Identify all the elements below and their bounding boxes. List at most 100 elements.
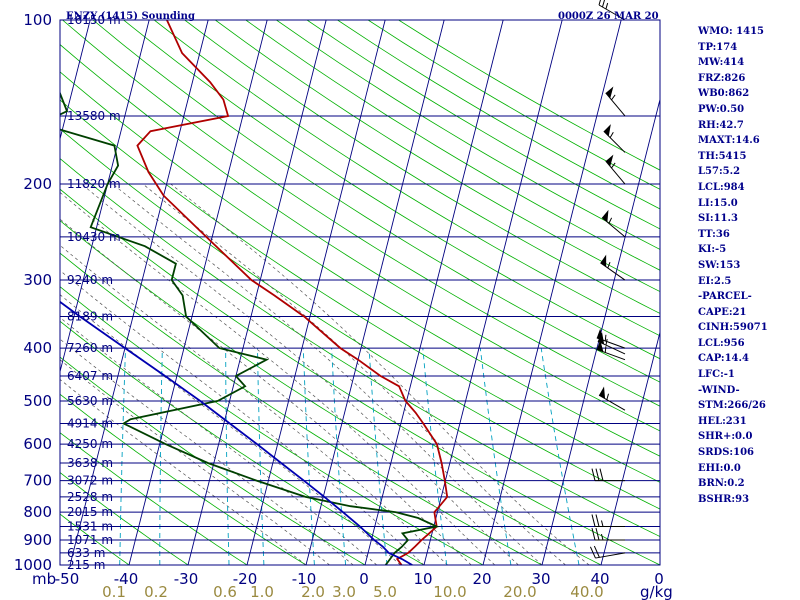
temperature-trace — [136, 20, 449, 565]
index-item: -WIND- — [698, 384, 740, 396]
mixing-ratio-tick-label: 10.0 — [433, 583, 466, 600]
index-item: L57:5.2 — [698, 166, 741, 178]
index-item: CAP:14.4 — [698, 353, 749, 365]
moist-adiabat-line — [170, 183, 590, 565]
pressure-unit-label: mb — [32, 570, 56, 588]
index-item: HEL:231 — [698, 415, 747, 427]
dry-adiabat-line — [60, 128, 660, 510]
index-item: SI:11.3 — [698, 213, 738, 225]
isotherm-line — [600, 330, 660, 565]
wind-barb — [598, 386, 626, 411]
pressure-tick-label: 200 — [23, 175, 52, 193]
height-label: 4914 m — [67, 416, 113, 430]
height-label: 7260 m — [67, 341, 113, 355]
dewpoint-trace — [60, 90, 440, 565]
dry-adiabat-line — [60, 44, 660, 432]
wind-barb — [605, 86, 626, 117]
pressure-tick-label: 1000 — [14, 556, 52, 574]
wind-barb — [598, 0, 626, 21]
index-item: CINH:59071 — [698, 322, 768, 334]
wind-barb — [601, 209, 626, 238]
wind-barb — [596, 340, 626, 361]
isotherm-line — [482, 20, 622, 565]
isotherm-line — [69, 20, 209, 565]
parcel-trace — [60, 300, 413, 565]
height-label: 13580 m — [67, 109, 121, 123]
isotherm-line — [246, 20, 386, 565]
height-label: 2528 m — [67, 490, 113, 504]
wind-barb — [591, 527, 625, 541]
index-item: CAPE:21 — [698, 306, 747, 318]
wind-barb — [600, 254, 626, 281]
temperature-tick-label: -50 — [55, 570, 80, 588]
wind-barb — [603, 124, 626, 153]
index-item: -PARCEL- — [698, 291, 752, 303]
pressure-tick-label: 900 — [23, 531, 52, 549]
isotherm-line — [364, 20, 504, 565]
mixing-ratio-tick-label: 0.6 — [213, 583, 237, 600]
index-item: LCL:956 — [698, 337, 745, 349]
mixing-ratio-line — [368, 348, 388, 565]
index-item: PW:0.50 — [698, 103, 745, 115]
temperature-tick-label: -30 — [174, 570, 199, 588]
index-item: LCL:984 — [698, 181, 745, 193]
chart-title: ENZY (1415) Sounding — [66, 11, 195, 22]
mixing-ratio-tick-label: 2.0 — [301, 583, 325, 600]
temperature-tick-label: 0 — [359, 570, 369, 588]
height-label: 1531 m — [67, 520, 113, 534]
temperature-tick-label: -10 — [292, 570, 317, 588]
index-item: SW:153 — [698, 259, 741, 271]
height-label: 11820 m — [67, 177, 121, 191]
isotherm-line — [541, 97, 660, 565]
index-item: TT:36 — [698, 228, 730, 240]
height-label: 9240 m — [67, 273, 113, 287]
temperature-tick-label: 40 — [590, 570, 609, 588]
moist-adiabat-line — [60, 218, 472, 565]
wind-barb — [605, 154, 626, 185]
height-label: 8189 m — [67, 310, 113, 324]
isotherm-line — [423, 20, 563, 565]
moist-adiabat-line — [112, 183, 543, 565]
temperature-tick-label: -20 — [233, 570, 258, 588]
pressure-tick-label: 100 — [23, 11, 52, 29]
mixing-ratio-unit-label: g/kg — [640, 583, 673, 600]
index-item: RH:42.7 — [698, 119, 744, 131]
mixing-ratio-tick-label: 0.1 — [102, 583, 126, 600]
height-label: 5630 m — [67, 394, 113, 408]
index-item: LI:15.0 — [698, 197, 738, 209]
height-label: 6407 m — [67, 369, 113, 383]
wind-barbs — [589, 0, 626, 559]
temperature-tick-label: 10 — [413, 570, 432, 588]
index-item: TH:5415 — [698, 150, 747, 162]
mixing-ratio-line — [540, 348, 580, 565]
index-item: EI:2.5 — [698, 275, 732, 287]
plot-frame — [59, 19, 661, 566]
index-item: FRZ:826 — [698, 72, 746, 84]
temperature-tick-label: 30 — [531, 570, 550, 588]
mixing-ratio-line — [119, 348, 127, 565]
height-label: 3072 m — [67, 474, 113, 488]
temperature-tick-label: 20 — [472, 570, 491, 588]
pressure-tick-label: 500 — [23, 392, 52, 410]
dry-adiabat-line — [62, 20, 660, 407]
wind-barb — [597, 332, 626, 355]
mixing-ratio-tick-label: 40.0 — [570, 583, 603, 600]
height-label: 633 m — [67, 546, 105, 560]
moist-adiabat-line — [60, 270, 425, 565]
mixing-ratio-tick-label: 20.0 — [503, 583, 536, 600]
dry-adiabat-line — [60, 356, 366, 565]
mixing-ratio-line — [479, 348, 512, 565]
moist-adiabat-line — [60, 378, 307, 565]
temperature-tick-label: -40 — [114, 570, 139, 588]
pressure-tick-label: 800 — [23, 503, 52, 521]
index-item: WB0:862 — [698, 88, 750, 100]
index-item: BRN:0.2 — [698, 478, 745, 490]
stability-indices-panel: WMO: 1415 TP:174 MW:414 FRZ:826 WB0:862 PW:0.… — [698, 24, 798, 507]
mixing-ratio-tick-label: 1.0 — [250, 583, 274, 600]
wind-barb — [591, 468, 625, 482]
height-label: 10430 m — [67, 230, 121, 244]
height-label: 1071 m — [67, 533, 113, 547]
mixing-ratio-tick-label: 5.0 — [373, 583, 397, 600]
